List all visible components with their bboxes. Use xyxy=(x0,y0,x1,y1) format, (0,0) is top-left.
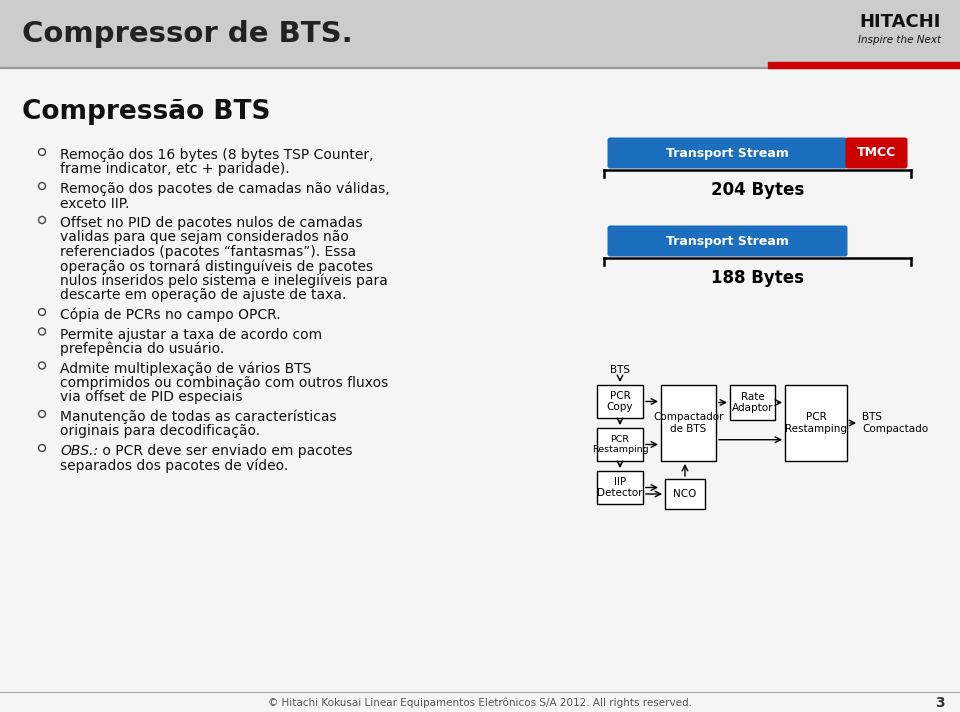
Text: o PCR deve ser enviado em pacotes: o PCR deve ser enviado em pacotes xyxy=(98,444,352,458)
Text: BTS: BTS xyxy=(610,365,630,375)
Text: BTS
Compactado: BTS Compactado xyxy=(862,412,928,434)
Bar xyxy=(597,385,643,418)
Text: prefерência do usuário.: prefерência do usuário. xyxy=(60,342,225,357)
Bar xyxy=(597,471,643,504)
Text: IIP
Detector: IIP Detector xyxy=(597,477,643,498)
Text: 204 Bytes: 204 Bytes xyxy=(710,181,804,199)
Text: nulos inseridos pelo sistema e inelegiíveis para: nulos inseridos pelo sistema e inelegiív… xyxy=(60,274,388,288)
Text: exceto IIP.: exceto IIP. xyxy=(60,197,130,211)
Text: Remoção dos 16 bytes (8 bytes TSP Counter,: Remoção dos 16 bytes (8 bytes TSP Counte… xyxy=(60,148,373,162)
Text: originais para decodificação.: originais para decodificação. xyxy=(60,424,260,439)
Text: referenciados (pacotes “fantasmas”). Essa: referenciados (pacotes “fantasmas”). Ess… xyxy=(60,245,356,259)
Text: separados dos pacotes de vídeo.: separados dos pacotes de vídeo. xyxy=(60,459,288,473)
Text: validas para que sejam considerados não: validas para que sejam considerados não xyxy=(60,231,348,244)
Text: Compactador
de BTS: Compactador de BTS xyxy=(653,412,724,434)
Bar xyxy=(0,0,960,68)
Text: TMCC: TMCC xyxy=(857,147,896,159)
Text: PCR
Restamping: PCR Restamping xyxy=(785,412,847,434)
Text: Transport Stream: Transport Stream xyxy=(666,234,789,248)
Text: via offset de PID especiais: via offset de PID especiais xyxy=(60,390,243,404)
Text: 188 Bytes: 188 Bytes xyxy=(711,269,804,287)
Text: Cópia de PCRs no campo OPCR.: Cópia de PCRs no campo OPCR. xyxy=(60,308,280,323)
Bar xyxy=(768,62,960,68)
Text: Rate
Adaptor: Rate Adaptor xyxy=(732,392,773,413)
Text: comprimidos ou combinação com outros fluxos: comprimidos ou combinação com outros flu… xyxy=(60,376,388,390)
Text: PCR
Copy: PCR Copy xyxy=(607,391,634,412)
FancyBboxPatch shape xyxy=(846,137,907,169)
Bar xyxy=(597,428,643,461)
Text: OBS.:: OBS.: xyxy=(60,444,98,458)
Text: Remoção dos pacotes de camadas não válidas,: Remoção dos pacotes de camadas não válid… xyxy=(60,182,390,197)
Text: 3: 3 xyxy=(935,696,945,710)
Text: Inspire the Next: Inspire the Next xyxy=(858,35,942,45)
Text: Admite multiplexação de vários BTS: Admite multiplexação de vários BTS xyxy=(60,362,311,376)
FancyBboxPatch shape xyxy=(608,137,848,169)
Text: Transport Stream: Transport Stream xyxy=(666,147,789,159)
Text: operação os tornará distinguíveis de pacotes: operação os tornará distinguíveis de pac… xyxy=(60,259,373,274)
FancyBboxPatch shape xyxy=(608,226,848,256)
Text: Offset no PID de pacotes nulos de camadas: Offset no PID de pacotes nulos de camada… xyxy=(60,216,363,230)
Text: NCO: NCO xyxy=(673,489,697,499)
Bar xyxy=(661,385,716,461)
Text: frame indicator, etc + paridade).: frame indicator, etc + paridade). xyxy=(60,162,290,177)
Text: Manutenção de todas as características: Manutenção de todas as características xyxy=(60,410,337,424)
Bar xyxy=(730,385,775,420)
Text: descarte em operação de ajuste de taxa.: descarte em operação de ajuste de taxa. xyxy=(60,288,347,303)
Bar xyxy=(785,385,847,461)
Text: PCR
Restamping: PCR Restamping xyxy=(591,435,648,454)
Text: HITACHI: HITACHI xyxy=(859,13,941,31)
Text: Permite ajustar a taxa de acordo com: Permite ajustar a taxa de acordo com xyxy=(60,328,323,342)
Bar xyxy=(665,479,705,509)
Text: © Hitachi Kokusai Linear Equipamentos Eletrônicos S/A 2012. All rights reserved.: © Hitachi Kokusai Linear Equipamentos El… xyxy=(268,698,692,708)
Text: Compressor de BTS.: Compressor de BTS. xyxy=(22,20,352,48)
Text: Compressão BTS: Compressão BTS xyxy=(22,99,271,125)
